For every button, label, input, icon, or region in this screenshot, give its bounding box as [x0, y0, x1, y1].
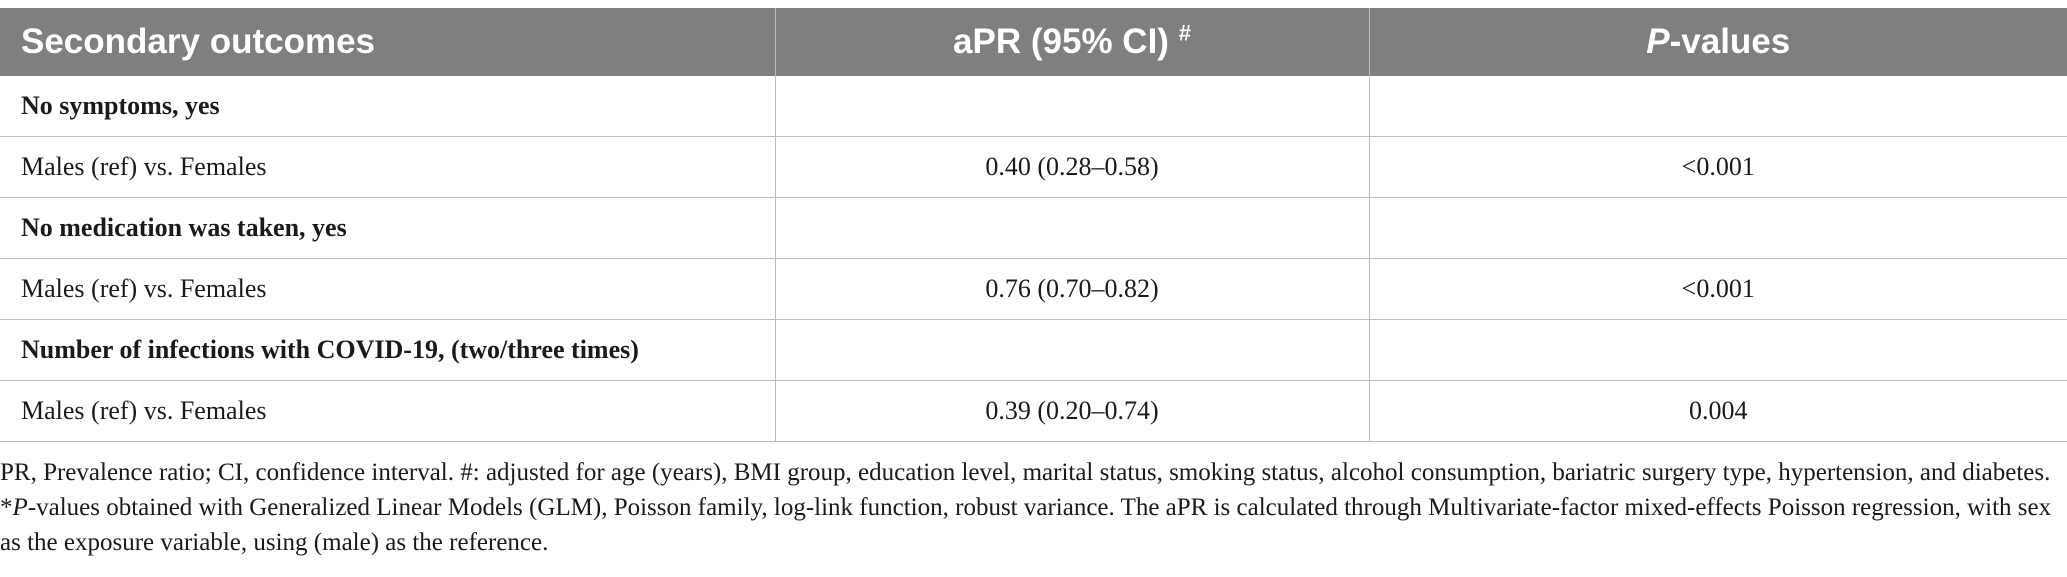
- row-apr: [774, 319, 1370, 381]
- row-label: No symptoms, yes: [0, 76, 776, 137]
- row-p-value: 0.004: [1368, 380, 2067, 442]
- table-row: No medication was taken, yes: [0, 197, 2067, 259]
- row-p-value: [1368, 319, 2067, 381]
- row-label: No medication was taken, yes: [0, 197, 776, 259]
- header-apr: aPR (95% CI) #: [775, 8, 1370, 76]
- row-p-value: [1368, 76, 2067, 137]
- row-label: Males (ref) vs. Females: [0, 136, 776, 198]
- row-apr: 0.40 (0.28–0.58): [774, 136, 1370, 198]
- secondary-outcomes-table: Secondary outcomes aPR (95% CI) # P-valu…: [0, 8, 2067, 442]
- row-label: Males (ref) vs. Females: [0, 380, 776, 442]
- row-label: Number of infections with COVID-19, (two…: [0, 319, 776, 381]
- table-row: No symptoms, yes: [0, 76, 2067, 137]
- table-header-row: Secondary outcomes aPR (95% CI) # P-valu…: [0, 8, 2067, 76]
- table-row: Males (ref) vs. Females 0.39 (0.20–0.74)…: [0, 380, 2067, 442]
- header-secondary-outcomes: Secondary outcomes: [0, 8, 776, 76]
- row-apr: 0.39 (0.20–0.74): [774, 380, 1370, 442]
- table-footnote: PR, Prevalence ratio; CI, confidence int…: [0, 459, 2052, 556]
- header-p-values: P-values: [1369, 8, 2067, 76]
- table-row: Males (ref) vs. Females 0.76 (0.70–0.82)…: [0, 258, 2067, 320]
- row-p-value: <0.001: [1368, 136, 2067, 198]
- table-row: Males (ref) vs. Females 0.40 (0.28–0.58)…: [0, 136, 2067, 198]
- header-apr-superscript: #: [1178, 20, 1191, 46]
- row-p-value: [1368, 197, 2067, 259]
- row-apr: 0.76 (0.70–0.82): [774, 258, 1370, 320]
- row-apr: [774, 197, 1370, 259]
- row-label: Males (ref) vs. Females: [0, 258, 776, 320]
- table-row: Number of infections with COVID-19, (two…: [0, 319, 2067, 381]
- row-apr: [774, 76, 1370, 137]
- row-p-value: <0.001: [1368, 258, 2067, 320]
